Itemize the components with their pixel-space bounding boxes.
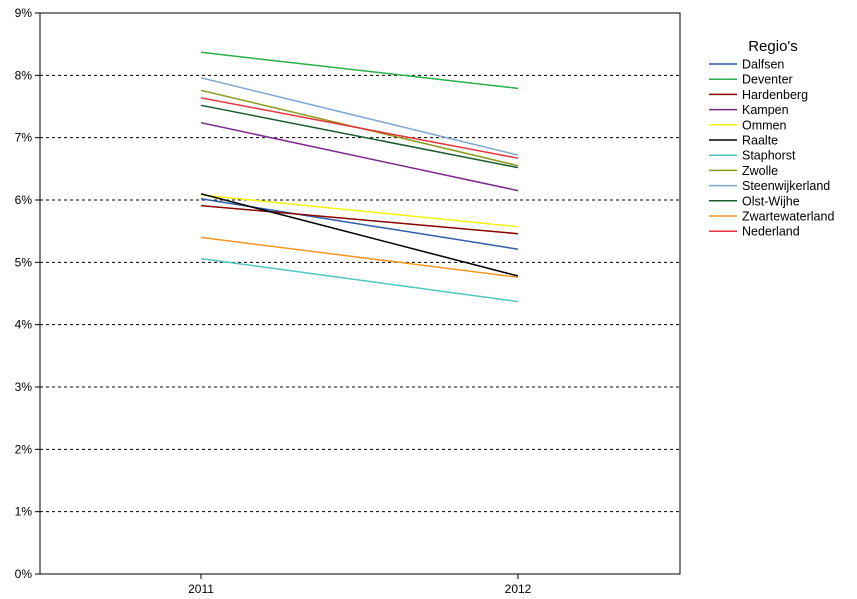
y-tick-label: 3% [15,380,33,394]
y-tick-label: 5% [15,255,33,269]
axes: 0% 1% 2% 3% 4% 5% 6% 7% 8% 9% 2011 2012 [15,6,681,596]
series-line-raalte [200,193,519,277]
y-tick-label: 1% [15,505,33,519]
y-tick-label: 8% [15,68,33,82]
series-line-nederland [200,97,519,159]
y-tick-label: 7% [15,131,33,145]
legend-item-label: Hardenberg [742,88,808,102]
y-tick-label: 2% [15,442,33,456]
x-tick-label: 2011 [188,582,214,596]
series-line-deventer [200,51,519,90]
plot-frame [39,12,681,575]
legend-item-label: Olst-Wijhe [742,194,800,208]
series-line-olst-wijhe [200,104,519,169]
y-tick-label: 6% [15,193,33,207]
series-line-staphorst [200,257,519,303]
legend-item-label: Nederland [742,225,800,239]
legend-item-label: Ommen [742,118,787,132]
y-tick-label: 9% [15,6,33,20]
series-line-steenwijkerland [200,77,519,156]
series-line-hardenberg [200,204,519,235]
legend: Regio's DalfsenDeventerHardenbergKampenO… [709,38,834,239]
legend-item-label: Steenwijkerland [742,179,830,193]
legend-item-label: Dalfsen [742,58,784,72]
series-line-zwartewaterland [200,236,519,279]
series-lines [200,51,519,303]
legend-item-label: Zwolle [742,164,778,178]
legend-title: Regio's [748,38,798,55]
x-tick-label: 2012 [505,582,532,596]
series-line-kampen [200,121,519,192]
legend-item-label: Kampen [742,103,789,117]
legend-item-label: Deventer [742,73,793,87]
legend-item-label: Staphorst [742,149,796,163]
grid-lines [40,74,680,513]
series-line-ommen [200,194,519,228]
y-tick-label: 4% [15,318,33,332]
legend-item-label: Raalte [742,134,778,148]
y-tick-label: 0% [15,567,33,581]
legend-item-label: Zwartewaterland [742,210,834,224]
